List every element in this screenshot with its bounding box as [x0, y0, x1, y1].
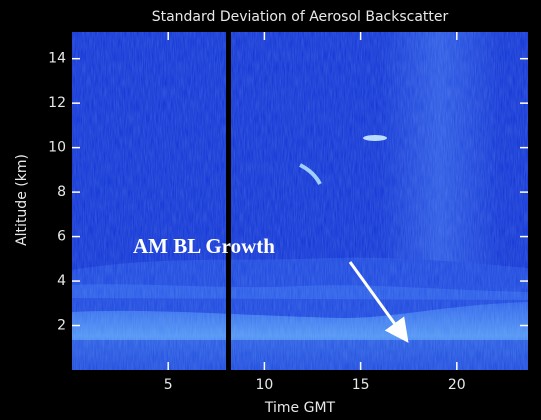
y-tick-label: 14: [48, 51, 66, 67]
x-tick-label: 15: [352, 377, 370, 393]
annotation-arrow: [348, 261, 409, 343]
x-tick-label: 20: [448, 377, 466, 393]
chart-title: Standard Deviation of Aerosol Backscatte…: [152, 9, 449, 25]
x-tick-label: 5: [164, 377, 173, 393]
y-tick-label: 2: [57, 318, 66, 334]
y-axis-label: Altitude (km): [14, 154, 30, 246]
heatmap-image: [72, 32, 528, 370]
y-tick-label: 10: [48, 140, 66, 156]
x-tick-label: 10: [255, 377, 273, 393]
y-tick-label: 8: [57, 184, 66, 200]
y-tick-label: 4: [57, 273, 66, 289]
x-axis-label: Time GMT: [264, 400, 336, 416]
y-tick-label: 6: [57, 229, 66, 245]
y-tick-label: 12: [48, 95, 66, 111]
annotation: AM BL Growth: [133, 234, 275, 258]
